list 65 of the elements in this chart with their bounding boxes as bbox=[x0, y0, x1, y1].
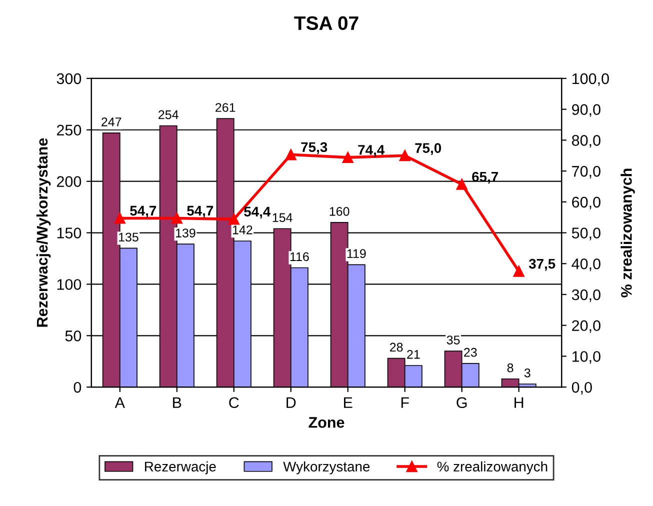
data-label: 54,4 bbox=[244, 206, 271, 219]
y2-tick-label: 70,0 bbox=[572, 166, 600, 179]
y-tick-label: 0 bbox=[74, 382, 82, 393]
legend-label: % zrealizowanych bbox=[437, 461, 548, 474]
point bbox=[456, 178, 468, 190]
y-tick-label: 150 bbox=[57, 228, 82, 238]
x-tick-label: E bbox=[344, 397, 352, 408]
y-tick-label: 300 bbox=[56, 73, 82, 84]
point bbox=[399, 150, 410, 162]
data-label: 135 bbox=[118, 232, 138, 242]
data-label: 3 bbox=[524, 368, 530, 378]
y2-tick-label: 10,0 bbox=[572, 351, 600, 364]
x-tick-label: A bbox=[114, 397, 125, 408]
point bbox=[171, 212, 182, 224]
data-label: 28 bbox=[390, 342, 403, 352]
y2-tick-label: 30,0 bbox=[572, 289, 600, 302]
y-axis-title: Rezerwacje/Wykorzystane bbox=[36, 138, 51, 327]
data-label: 35 bbox=[446, 336, 460, 344]
y-tick-label: 200 bbox=[56, 176, 82, 188]
point bbox=[342, 152, 354, 164]
y2-tick-label: 0,0 bbox=[572, 382, 592, 395]
y2-tick-label: 20,0 bbox=[572, 320, 600, 333]
data-label: 54,7 bbox=[130, 206, 156, 218]
x-tick-label: B bbox=[173, 397, 182, 408]
y2-tick-label: 80,0 bbox=[572, 135, 600, 148]
data-label: 65,7 bbox=[472, 172, 498, 184]
y2-tick-label: 100,0 bbox=[572, 73, 609, 86]
legend-label: Rezerwacje bbox=[145, 461, 216, 474]
y2-tick-label: 50,0 bbox=[572, 228, 600, 240]
x-tick-label: F bbox=[401, 397, 409, 408]
point bbox=[285, 149, 296, 160]
data-label: 254 bbox=[158, 110, 178, 120]
point bbox=[228, 214, 240, 225]
data-label: 247 bbox=[102, 117, 122, 126]
y2-tick-label: 40,0 bbox=[572, 258, 600, 272]
y-tick-label: 100 bbox=[57, 279, 82, 290]
data-label: 74,4 bbox=[358, 145, 385, 157]
y-tick-label: 250 bbox=[56, 124, 82, 136]
point bbox=[513, 266, 524, 277]
data-label: 119 bbox=[347, 249, 366, 258]
x-tick-label: G bbox=[456, 397, 467, 408]
legend-label: Wykorzystane bbox=[283, 461, 370, 474]
y2-axis-title: % zrealizowanych bbox=[620, 168, 635, 298]
data-label: 154 bbox=[272, 213, 292, 222]
data-label: 116 bbox=[290, 252, 309, 262]
x-tick-label: H bbox=[514, 397, 524, 408]
point bbox=[114, 212, 126, 224]
data-label: 142 bbox=[232, 226, 252, 234]
y2-tick-label: 90,0 bbox=[572, 104, 600, 117]
data-label: 23 bbox=[464, 348, 477, 357]
data-label: 261 bbox=[216, 103, 236, 112]
data-label: 75,3 bbox=[301, 142, 328, 154]
chart-title: TSA 07 bbox=[294, 16, 358, 30]
x-tick-label: C bbox=[229, 397, 239, 408]
data-label: 139 bbox=[176, 228, 196, 238]
data-label: 160 bbox=[330, 206, 350, 216]
data-label: 21 bbox=[407, 350, 420, 359]
data-label: 54,7 bbox=[187, 206, 214, 218]
y-tick-label: 50 bbox=[65, 330, 82, 342]
data-label: 37,5 bbox=[528, 258, 556, 271]
y2-tick-label: 60,0 bbox=[572, 196, 600, 210]
data-label: 75,0 bbox=[415, 143, 442, 155]
x-tick-label: D bbox=[286, 397, 296, 408]
x-axis-title: Zone bbox=[308, 417, 344, 428]
data-label: 8 bbox=[507, 363, 514, 372]
